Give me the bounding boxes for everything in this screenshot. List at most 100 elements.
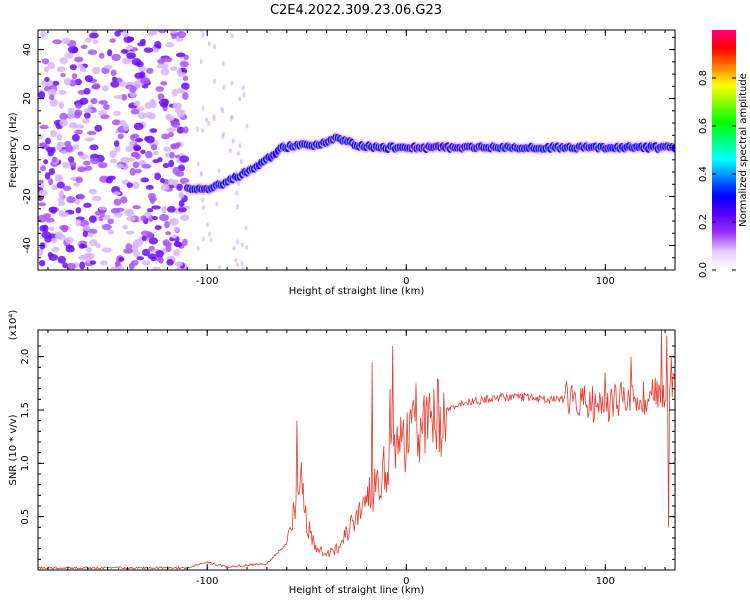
noise-blob (98, 100, 109, 105)
noise-blob (113, 191, 121, 196)
noise-blob (56, 143, 63, 151)
noise-blob (65, 236, 74, 244)
noise-blob (59, 112, 68, 121)
noise-blob (234, 257, 238, 263)
noise-blob (235, 204, 239, 210)
noise-blob (238, 143, 242, 149)
noise-blob (111, 119, 121, 126)
noise-blob (65, 262, 76, 270)
noise-blob (204, 117, 208, 123)
noise-blob (222, 131, 226, 137)
noise-blob (132, 239, 143, 248)
noise-blob (47, 88, 57, 97)
x-tick-label: -100 (196, 576, 219, 587)
noise-blob (88, 32, 99, 39)
noise-blob (90, 157, 100, 165)
noise-blob (74, 78, 82, 86)
noise-blob (240, 260, 244, 266)
noise-blob (232, 245, 236, 251)
noise-blob (200, 30, 204, 33)
noise-blob (39, 142, 48, 150)
noise-blob (160, 67, 170, 76)
noise-blob (146, 67, 154, 74)
noise-blob (43, 213, 52, 219)
noise-blob (145, 231, 154, 239)
noise-blob (79, 261, 86, 270)
noise-blob (161, 206, 167, 214)
noise-blob (207, 121, 211, 127)
noise-blob (62, 161, 70, 169)
y-tick-label: -20 (22, 188, 33, 204)
noise-blob (154, 40, 162, 49)
noise-blob (109, 266, 118, 270)
noise-blob (133, 100, 141, 107)
page-title: C2E4.2022.309.23.06.G23 (270, 3, 442, 18)
noise-blob (84, 75, 93, 83)
noise-blob (177, 72, 187, 78)
noise-blob (201, 197, 205, 203)
noise-blob (140, 215, 147, 221)
noise-blob (230, 80, 234, 86)
noise-blob (169, 66, 178, 71)
noise-blob (86, 130, 97, 136)
noise-blob (102, 85, 109, 92)
noise-blob (201, 105, 205, 111)
noise-blob (126, 182, 134, 188)
noise-blob (77, 151, 84, 156)
noise-blob (199, 171, 203, 177)
noise-blob (196, 161, 200, 167)
noise-blob (87, 232, 94, 238)
noise-blob (229, 115, 233, 121)
noise-blob (159, 177, 166, 184)
noise-blob (169, 151, 175, 159)
noise-blob (38, 259, 46, 267)
noise-blob (161, 133, 170, 140)
noise-blob (38, 91, 46, 100)
noise-blob (132, 181, 140, 189)
noise-blob (134, 168, 142, 174)
noise-blob (165, 231, 172, 236)
noise-blob (163, 241, 172, 247)
noise-blob (222, 84, 226, 90)
noise-blob (89, 239, 98, 247)
noise-blob (157, 93, 165, 101)
noise-blob (73, 182, 80, 187)
noise-blob (52, 39, 63, 45)
noise-blob (182, 75, 189, 81)
noise-blob (105, 177, 113, 184)
noise-blob (145, 150, 153, 159)
noise-blob (51, 246, 60, 253)
snr-y-axis-label: SNR (10 * v/v) (8, 414, 19, 485)
noise-blob (130, 108, 140, 115)
noise-blob (182, 92, 189, 100)
noise-blob (199, 59, 203, 65)
noise-blob (207, 41, 211, 47)
snr-plot (38, 330, 675, 570)
noise-blob (244, 225, 248, 231)
noise-blob (99, 260, 108, 266)
noise-blob (40, 165, 47, 172)
noise-blob (141, 260, 151, 266)
noise-blob (170, 30, 178, 34)
noise-blob (82, 230, 89, 238)
noise-blob (82, 160, 91, 166)
noise-blob (83, 202, 92, 208)
noise-blob (157, 157, 163, 163)
noise-blob (122, 30, 129, 38)
noise-blob (140, 77, 151, 85)
noise-blob (39, 124, 49, 130)
noise-blob (209, 237, 213, 243)
colorbar-tick-label: 0.8 (698, 70, 709, 86)
noise-blob (71, 133, 80, 142)
x-tick-label: 100 (596, 276, 615, 287)
noise-blob (49, 94, 55, 101)
x-tick-label: -100 (196, 276, 219, 287)
noise-blob (201, 236, 205, 242)
noise-blob (125, 230, 135, 235)
noise-blob (91, 66, 101, 75)
noise-blob (43, 159, 49, 165)
noise-blob (217, 264, 221, 270)
noise-blob (87, 228, 98, 235)
noise-blob (40, 30, 46, 38)
noise-blob (212, 116, 216, 122)
